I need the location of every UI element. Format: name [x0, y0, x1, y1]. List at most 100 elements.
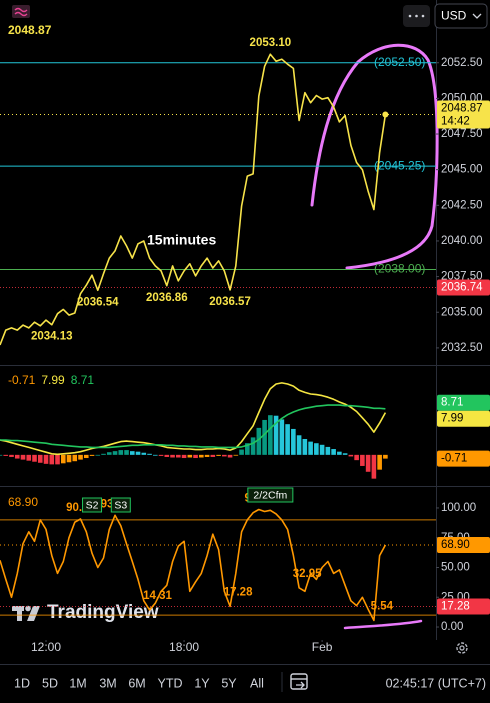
- histogram-bar: [106, 452, 112, 455]
- histogram-bar: [302, 438, 308, 455]
- y-tick-label: 2052.50: [441, 57, 483, 69]
- legend-histogram: -0.71: [8, 373, 36, 387]
- histogram-bar: [314, 443, 319, 455]
- histogram-bar: [268, 415, 273, 455]
- histogram-bar: [20, 454, 26, 460]
- countdown-label: 14:42: [441, 116, 470, 128]
- currency-button[interactable]: [434, 3, 488, 29]
- value-label: 2034.13: [31, 331, 73, 343]
- histogram-bar: [3, 454, 9, 456]
- y-tick-label: 0.00: [441, 621, 463, 633]
- range-button[interactable]: 5Y: [221, 676, 237, 690]
- histogram-bar: [32, 454, 37, 462]
- marker-label: 2036.74: [441, 281, 483, 293]
- histogram-bar: [210, 454, 216, 457]
- value-label: 90.75: [66, 502, 95, 514]
- y-tick-label: 2045.00: [441, 164, 483, 176]
- x-tick-label: 18:00: [169, 640, 199, 654]
- more-dot: [421, 14, 425, 18]
- value-label: 2053.10: [250, 37, 292, 49]
- legend-price: 2048.87: [8, 23, 52, 37]
- clock: 02:45:17 (UTC+7): [386, 676, 486, 690]
- calendar-arrow: [296, 681, 305, 689]
- last-price-label: 2048.87: [441, 103, 483, 115]
- chart-annotation: 15minutes: [147, 232, 216, 248]
- signal-box: [110, 497, 131, 513]
- range-button[interactable]: 3M: [99, 676, 116, 690]
- histogram-bar: [26, 454, 32, 461]
- price-line: [0, 53, 387, 346]
- value-label: 2036.54: [77, 296, 119, 308]
- y-tick-label: 2040.00: [441, 235, 483, 247]
- stoch-legend: 68.90: [8, 495, 38, 509]
- indicator-value-label-box: [437, 450, 490, 467]
- histogram-bar: [360, 454, 365, 466]
- histogram-bar: [89, 454, 95, 456]
- histogram-bar: [291, 428, 296, 455]
- macd-legend: -0.71 7.99 8.71: [8, 373, 94, 387]
- histogram-bar: [55, 454, 60, 465]
- symbol-icon: [12, 5, 30, 18]
- y-tick-label: 2035.00: [441, 306, 483, 318]
- signal-box: [247, 487, 294, 503]
- histogram-bar: [170, 454, 175, 458]
- histogram-bar: [239, 449, 244, 455]
- more-dot: [408, 14, 412, 18]
- marker-label-box: [437, 598, 490, 615]
- histogram-bar: [43, 454, 49, 464]
- range-button[interactable]: 5D: [42, 676, 58, 690]
- value-label: 2036.57: [209, 296, 251, 308]
- range-button[interactable]: 1M: [69, 676, 86, 690]
- symbol-icon-glyph: [14, 7, 28, 17]
- histogram-bar: [60, 454, 66, 464]
- range-button[interactable]: 1Y: [194, 676, 210, 690]
- y-tick-label: 50.00: [441, 562, 470, 574]
- last-price-dot: [382, 111, 389, 118]
- range-button[interactable]: YTD: [158, 676, 183, 690]
- drawn-ellipse: [310, 43, 439, 270]
- macd-line: [0, 382, 387, 456]
- histogram-bar: [204, 454, 210, 457]
- histogram-bar: [135, 451, 141, 455]
- level-label: (2038.00): [374, 262, 425, 276]
- value-label: 5.54: [371, 600, 394, 612]
- goto-date-icon[interactable]: [290, 673, 308, 690]
- more-dot: [415, 14, 418, 18]
- histogram-bar: [308, 441, 313, 455]
- histogram-bar: [153, 454, 158, 456]
- y-tick-label: 2042.50: [441, 199, 483, 211]
- histogram-bar: [124, 450, 129, 455]
- range-button[interactable]: 6M: [128, 676, 145, 690]
- histogram-bar: [365, 454, 371, 472]
- range-button[interactable]: 1D: [14, 676, 30, 690]
- histogram-bar: [325, 446, 331, 455]
- histogram-bar: [49, 454, 55, 465]
- histogram-bar: [256, 427, 262, 455]
- histogram-bar: [285, 424, 290, 455]
- logo-part: [27, 606, 40, 621]
- histogram-bar: [72, 454, 78, 462]
- range-button[interactable]: All: [250, 676, 264, 690]
- signal-box: [82, 497, 103, 513]
- histogram-bar: [348, 454, 354, 457]
- dropdown-arrow: [472, 13, 482, 19]
- settings-icon-center: [459, 645, 465, 651]
- last-price-box: [437, 100, 490, 129]
- histogram-bar: [147, 453, 152, 455]
- histogram-bar: [245, 443, 250, 455]
- histogram-bar: [233, 454, 239, 456]
- value-label: 2036.86: [146, 292, 188, 304]
- histogram-bar: [279, 419, 285, 455]
- drawn-underline: [343, 619, 423, 630]
- histogram-bar: [319, 444, 325, 455]
- settings-icon[interactable]: [456, 642, 468, 654]
- histogram-bar: [377, 454, 382, 470]
- histogram-bar: [296, 435, 302, 455]
- last-value-label: 68.90: [441, 539, 470, 551]
- level-label: (2052.50): [374, 55, 425, 69]
- x-tick-label: Feb: [312, 640, 333, 654]
- signal-label: S3: [114, 499, 127, 511]
